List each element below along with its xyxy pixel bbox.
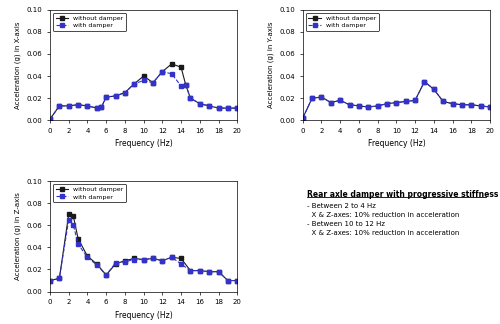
Y-axis label: Acceleration (g) in X-axis: Acceleration (g) in X-axis [14, 21, 21, 109]
X-axis label: Frequency (Hz): Frequency (Hz) [368, 139, 426, 148]
X-axis label: Frequency (Hz): Frequency (Hz) [114, 311, 172, 320]
Y-axis label: Acceleration (g) in Z-axis: Acceleration (g) in Z-axis [14, 192, 21, 280]
Legend: without damper, with damper: without damper, with damper [306, 13, 378, 31]
X-axis label: Frequency (Hz): Frequency (Hz) [114, 139, 172, 148]
Y-axis label: Acceleration (g) in Y-axis: Acceleration (g) in Y-axis [268, 22, 274, 108]
Legend: without damper, with damper: without damper, with damper [53, 184, 126, 202]
Text: - Between 2 to 4 Hz
  X & Z-axes: 10% reduction in acceleration
- Between 10 to : - Between 2 to 4 Hz X & Z-axes: 10% redu… [306, 203, 459, 236]
Legend: without damper, with damper: without damper, with damper [53, 13, 126, 31]
Text: Rear axle damper with progressive stiffness spring:: Rear axle damper with progressive stiffn… [306, 190, 500, 199]
